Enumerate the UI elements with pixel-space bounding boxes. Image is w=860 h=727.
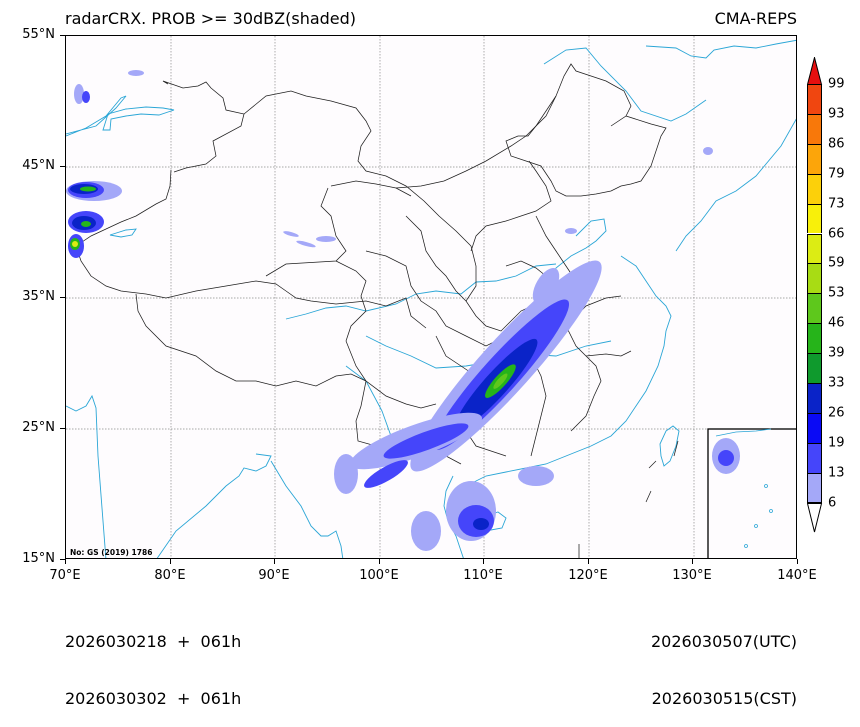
colorbar-segment [807, 263, 822, 294]
valid-time-utc: 2026030507(UTC) [651, 632, 797, 651]
colorbar-over-arrow [807, 57, 823, 85]
init-time-block: 2026030218 + 061h 2026030302 + 061h [65, 594, 241, 727]
gridlines [66, 36, 796, 558]
x-tickmark [797, 559, 798, 564]
init-time-cst: 2026030302 + 061h [65, 689, 242, 708]
y-tickmark [60, 297, 65, 298]
colorbar-label: 13 [828, 465, 845, 481]
y-tickmark [60, 35, 65, 36]
y-tick-label: 15°N [22, 551, 55, 566]
colorbar-label: 33 [828, 375, 845, 391]
colorbar-segment [807, 203, 822, 234]
colorbar-label: 86 [828, 136, 845, 152]
valid-time-cst: 2026030515(CST) [651, 689, 797, 708]
probability-shading [66, 70, 740, 551]
map-plot-area: No: GS (2019) 1786 [65, 35, 797, 559]
x-tickmark [65, 559, 66, 564]
colorbar-under-arrow [807, 503, 823, 533]
x-tick-label: 100°E [359, 568, 399, 583]
x-tick-label: 70°E [49, 568, 81, 583]
x-tickmark [692, 559, 693, 564]
colorbar-label: 66 [828, 226, 845, 241]
colorbar-label: 39 [828, 345, 845, 361]
colorbar-label: 99 [828, 76, 845, 92]
x-tick-label: 120°E [568, 568, 608, 583]
colorbar-segment [807, 233, 822, 264]
x-tickmark [483, 559, 484, 564]
colorbar-segment [807, 353, 822, 383]
colorbar-segment [807, 412, 822, 443]
x-tick-label: 140°E [777, 568, 817, 583]
x-tick-label: 110°E [463, 568, 503, 583]
y-tick-label: 25°N [22, 420, 55, 435]
x-tick-label: 80°E [154, 568, 186, 583]
colorbar-label: 59 [828, 255, 845, 271]
colorbar-label: 19 [828, 435, 845, 451]
colorbar-label: 93 [828, 106, 845, 122]
y-tick-label: 45°N [22, 158, 55, 173]
y-tickmark [60, 166, 65, 167]
coastlines [66, 39, 796, 558]
model-name: CMA-REPS [714, 9, 797, 28]
x-tickmark [588, 559, 589, 564]
map-approval-note: No: GS (2019) 1786 [70, 548, 153, 557]
inset-frame [707, 428, 796, 558]
x-tick-label: 90°E [258, 568, 290, 583]
y-tick-label: 35°N [22, 289, 55, 304]
colorbar-label: 53 [828, 285, 845, 301]
colorbar-segment [807, 323, 822, 354]
colorbar-segment [807, 84, 822, 114]
chart-title: radarCRX. PROB >= 30dBZ(shaded) [65, 9, 357, 28]
y-tick-label: 55°N [22, 27, 55, 42]
colorbar-segment [807, 293, 822, 324]
colorbar-segment [807, 113, 822, 144]
colorbar-label: 46 [828, 315, 845, 331]
x-tickmark [379, 559, 380, 564]
x-tickmark [170, 559, 171, 564]
colorbar-label: 79 [828, 166, 845, 182]
valid-time-block: 2026030507(UTC) 2026030515(CST) [651, 594, 797, 727]
init-time-utc: 2026030218 + 061h [65, 632, 242, 651]
y-tickmark [60, 428, 65, 429]
colorbar-segment [807, 472, 822, 503]
colorbar-label: 73 [828, 196, 845, 212]
y-tickmark [60, 559, 65, 560]
x-tickmark [274, 559, 275, 564]
colorbar-label: 26 [828, 405, 845, 421]
x-tick-label: 130°E [672, 568, 712, 583]
colorbar-segment [807, 442, 822, 473]
colorbar-segment [807, 143, 822, 174]
colorbar-segment [807, 383, 822, 413]
map-canvas [66, 36, 796, 558]
colorbar-segment [807, 173, 822, 204]
colorbar-label: 6 [828, 495, 837, 511]
